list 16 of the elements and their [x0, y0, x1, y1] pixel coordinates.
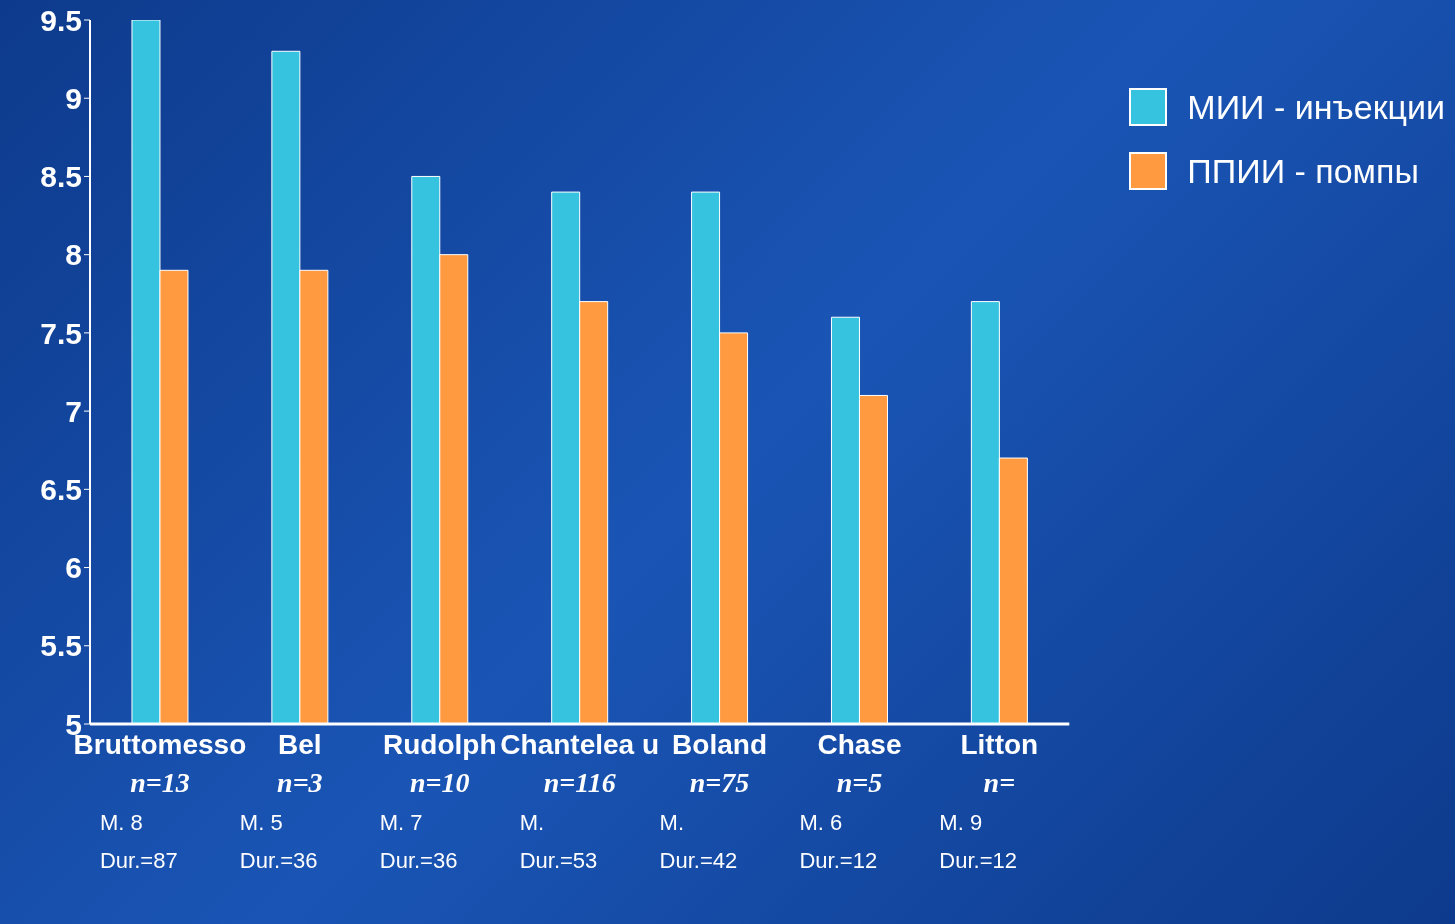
x-tick-label: Boland n=75 M. Dur.=42 [659, 729, 767, 873]
y-tick-label: 7 [65, 394, 82, 428]
legend-label: МИИ - инъекции [1187, 87, 1445, 128]
legend-label: ППИИ - помпы [1187, 151, 1419, 192]
x-tick-label: Litton n= M. 9 Dur.=12 [939, 729, 1039, 873]
x-tick-label: Chase n=5 M. 6 Dur.=12 [799, 729, 902, 873]
x-tick-label: Chantelea u n=116 M. Dur.=53 [500, 729, 660, 873]
y-tick-label: 8 [65, 238, 82, 272]
x-tick-label: Rudolph n=10 M. 7 Dur.=36 [379, 729, 497, 873]
y-tick-label: 7.5 [40, 316, 82, 350]
y-tick-label: 6.5 [40, 472, 82, 506]
y-tick-label: 6 [65, 551, 82, 585]
y-tick-label: 5.5 [40, 629, 82, 663]
y-tick-label: 9 [65, 81, 82, 115]
y-tick-label: 9.5 [40, 3, 82, 37]
y-tick-label: 8.5 [40, 160, 82, 194]
